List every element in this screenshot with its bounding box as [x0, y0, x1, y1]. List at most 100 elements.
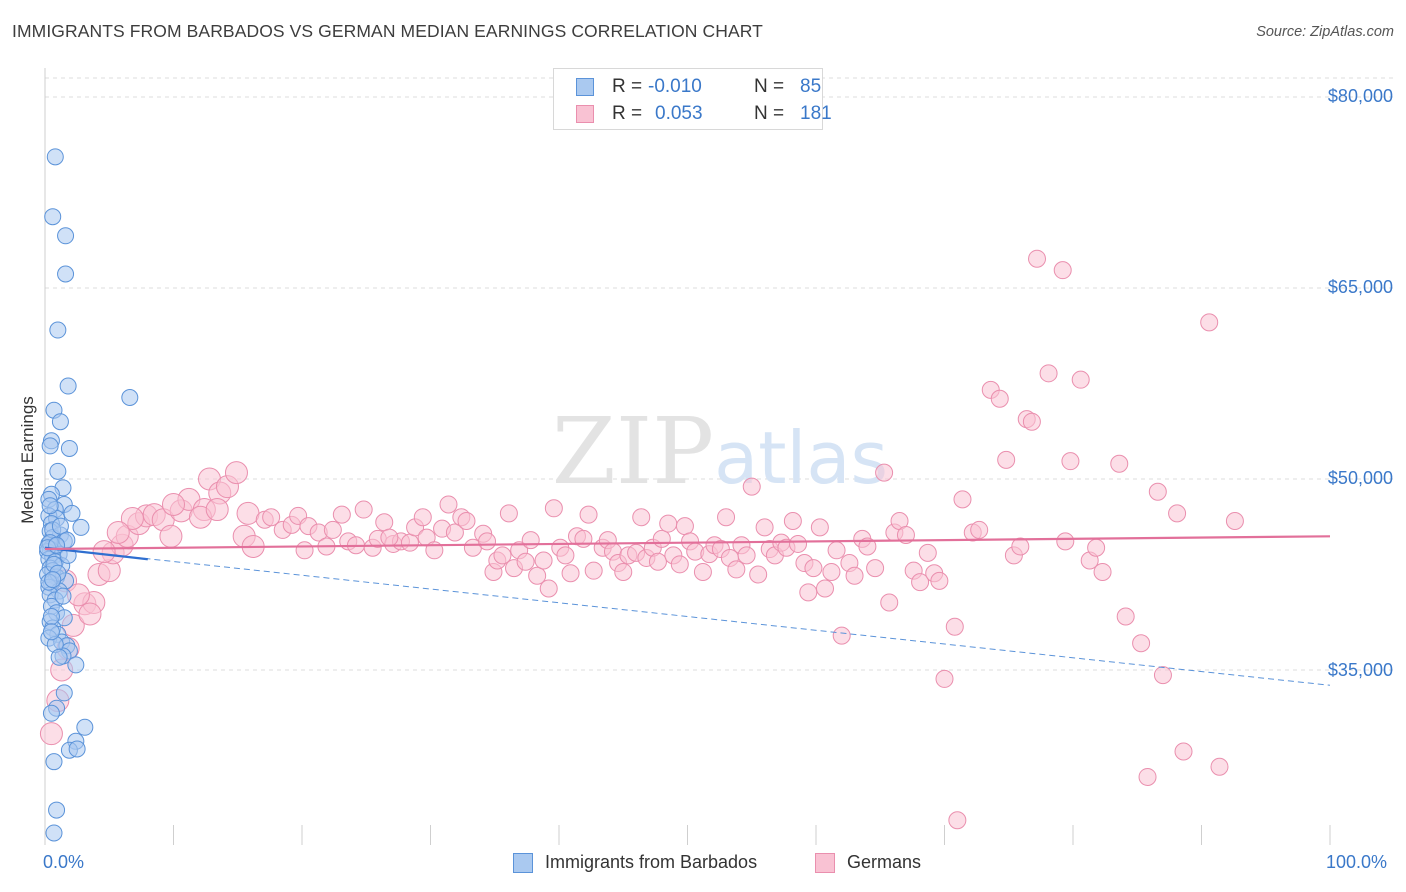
data-point [866, 559, 885, 578]
y-tick-label: $80,000 [1327, 86, 1393, 106]
legend-swatch-germans [576, 105, 594, 123]
data-point [51, 517, 69, 535]
data-point [539, 579, 558, 598]
data-point [57, 265, 75, 283]
data-point [120, 506, 144, 530]
data-point [67, 656, 85, 674]
data-point [354, 500, 373, 519]
data-point [50, 648, 68, 666]
data-point [224, 461, 248, 485]
y-tick-label: $35,000 [1327, 660, 1393, 680]
data-point [845, 566, 864, 585]
watermark: ZIPatlas [552, 398, 888, 505]
data-point [990, 389, 1009, 408]
data-point [810, 518, 829, 537]
data-point [42, 608, 60, 626]
data-point [648, 552, 667, 571]
data-point [76, 718, 94, 736]
legend-n-label: N = [754, 103, 785, 124]
data-point [930, 571, 949, 590]
data-point [1200, 313, 1219, 332]
data-point [1148, 482, 1167, 501]
legend-r-value-germans: 0.053 [655, 103, 703, 124]
data-point [737, 546, 756, 565]
data-point [121, 389, 139, 407]
data-point [1116, 607, 1135, 626]
data-point [42, 704, 60, 722]
watermark-atlas: atlas [714, 416, 888, 500]
data-point [262, 508, 281, 527]
data-point [911, 573, 930, 592]
data-point [57, 227, 75, 245]
data-point [48, 536, 66, 554]
data-point [799, 583, 818, 602]
data-point [948, 811, 967, 830]
data-point [659, 514, 678, 533]
data-point [159, 524, 183, 548]
data-point [44, 208, 62, 226]
data-point [478, 532, 497, 551]
legend-r-label: R = [612, 103, 643, 124]
data-point [1071, 370, 1090, 389]
data-point [693, 562, 712, 581]
data-point [1110, 454, 1129, 473]
data-point [880, 593, 899, 612]
data-point [1093, 562, 1112, 581]
bottom-legend-swatch-barbados [513, 853, 533, 873]
data-point [205, 498, 229, 522]
data-point [804, 559, 823, 578]
data-point [1174, 742, 1193, 761]
data-point [162, 492, 185, 516]
legend-r-label: R = [612, 76, 643, 97]
data-point [48, 801, 66, 819]
data-point [1138, 767, 1157, 786]
data-point [1087, 538, 1106, 557]
data-point [749, 565, 768, 584]
data-point [63, 504, 81, 522]
data-point [632, 508, 651, 527]
data-point [556, 546, 575, 565]
data-point [41, 437, 59, 455]
data-point [783, 512, 802, 531]
data-point [1028, 249, 1047, 268]
legend-n-label: N = [754, 76, 785, 97]
chart-title: IMMIGRANTS FROM BARBADOS VS GERMAN MEDIA… [12, 21, 763, 41]
data-point [516, 552, 535, 571]
data-point [584, 561, 603, 580]
data-point [579, 505, 598, 524]
data-point [742, 477, 761, 496]
data-point [49, 321, 67, 339]
data-point [755, 518, 774, 537]
data-point [92, 540, 116, 564]
data-point [68, 740, 86, 758]
data-point [493, 546, 512, 565]
data-point [51, 413, 69, 431]
data-point [457, 512, 476, 531]
data-point [295, 541, 314, 560]
data-point [1132, 634, 1151, 653]
data-point [1039, 364, 1058, 383]
data-point [670, 555, 689, 574]
data-point [49, 462, 67, 480]
bottom-legend-swatch-germans [815, 853, 835, 873]
data-point [789, 534, 808, 553]
data-point [858, 537, 877, 556]
data-point [375, 513, 394, 532]
data-point [78, 602, 102, 626]
barbados-points [39, 148, 139, 842]
data-point [59, 377, 77, 395]
data-point [332, 505, 351, 524]
data-point [918, 543, 937, 562]
data-point [1056, 532, 1075, 551]
bottom-legend-label-germans: Germans [847, 852, 922, 872]
y-axis-label: Median Earnings [18, 396, 37, 524]
data-point [675, 517, 694, 536]
trend-line-germans [44, 535, 1331, 551]
data-point [499, 504, 518, 523]
data-point [717, 508, 736, 527]
trend-lines [44, 535, 1331, 686]
data-point [380, 528, 399, 547]
data-point [1061, 452, 1080, 471]
data-point [970, 520, 989, 539]
watermark-zip: ZIP [552, 398, 714, 505]
